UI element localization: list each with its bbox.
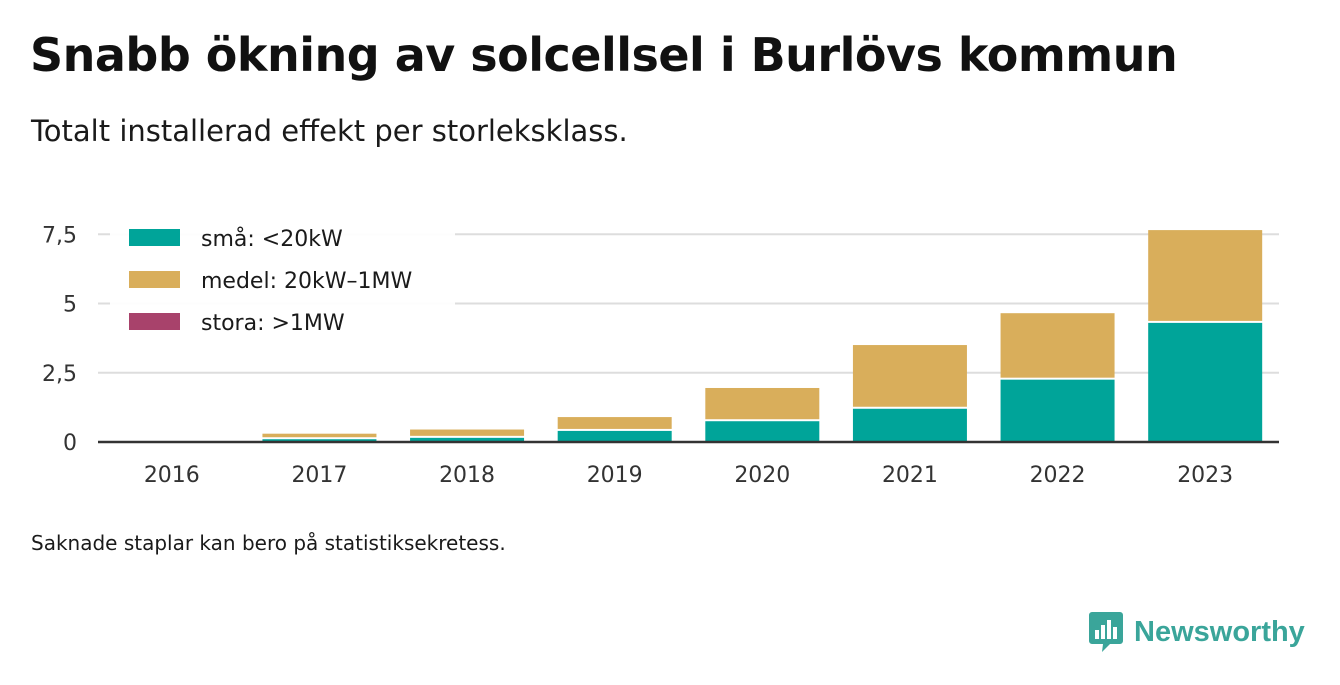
legend-swatch — [129, 271, 180, 288]
x-tick-label: 2023 — [1177, 463, 1233, 488]
brand-logo: Newsworthy — [1088, 610, 1305, 654]
chart-title: Snabb ökning av solcellsel i Burlövs kom… — [30, 28, 1178, 82]
bar-segment — [1148, 322, 1263, 442]
y-tick-label: 0 — [63, 431, 77, 456]
bars — [262, 230, 1263, 442]
y-tick-label: 5 — [63, 293, 77, 318]
bar-segment — [1148, 230, 1263, 321]
x-tick-label: 2020 — [734, 463, 790, 488]
bar-segment — [1000, 313, 1115, 378]
legend-swatch — [129, 313, 180, 330]
x-tick-label: 2018 — [439, 463, 495, 488]
bar-segment — [852, 345, 967, 407]
bar-segment — [852, 408, 967, 442]
bar-segment — [410, 437, 525, 442]
legend-label: små: <20kW — [201, 226, 343, 252]
bar-segment — [705, 387, 820, 420]
x-tick-label: 2022 — [1030, 463, 1086, 488]
x-tick-label: 2021 — [882, 463, 938, 488]
bar-segment — [1000, 379, 1115, 442]
chart-subtitle: Totalt installerad effekt per storlekskl… — [31, 114, 628, 148]
bar-segment — [705, 421, 820, 442]
y-tick-label: 7,5 — [42, 223, 77, 248]
legend: små: <20kW medel: 20kW–1MW stora: >1MW — [110, 220, 455, 345]
bar-segment — [410, 429, 525, 436]
x-tick-label: 2017 — [291, 463, 347, 488]
x-tick-label: 2019 — [587, 463, 643, 488]
axes: 0 2,5 5 7,5 2016 2017 2018 2019 2020 2021 2022 2023 — [42, 223, 1279, 488]
stacked-bar-chart: 0 2,5 5 7,5 2016 2017 2018 2019 2020 2021 2022 2023… — [42, 220, 1279, 488]
footnote: Saknade staplar kan bero på statistiksek… — [31, 531, 506, 555]
bar-segment — [262, 439, 377, 442]
bar-segment — [557, 417, 672, 429]
legend-label: stora: >1MW — [201, 311, 345, 336]
x-tick-label: 2016 — [144, 463, 200, 488]
bar-segment — [557, 430, 672, 442]
brand-name: Newsworthy — [1134, 615, 1305, 648]
legend-label: medel: 20kW–1MW — [201, 269, 412, 294]
legend-swatch — [129, 229, 180, 246]
bar-segment — [262, 433, 377, 438]
y-tick-label: 2,5 — [42, 362, 77, 387]
newsworthy-logo-icon — [1089, 612, 1123, 652]
